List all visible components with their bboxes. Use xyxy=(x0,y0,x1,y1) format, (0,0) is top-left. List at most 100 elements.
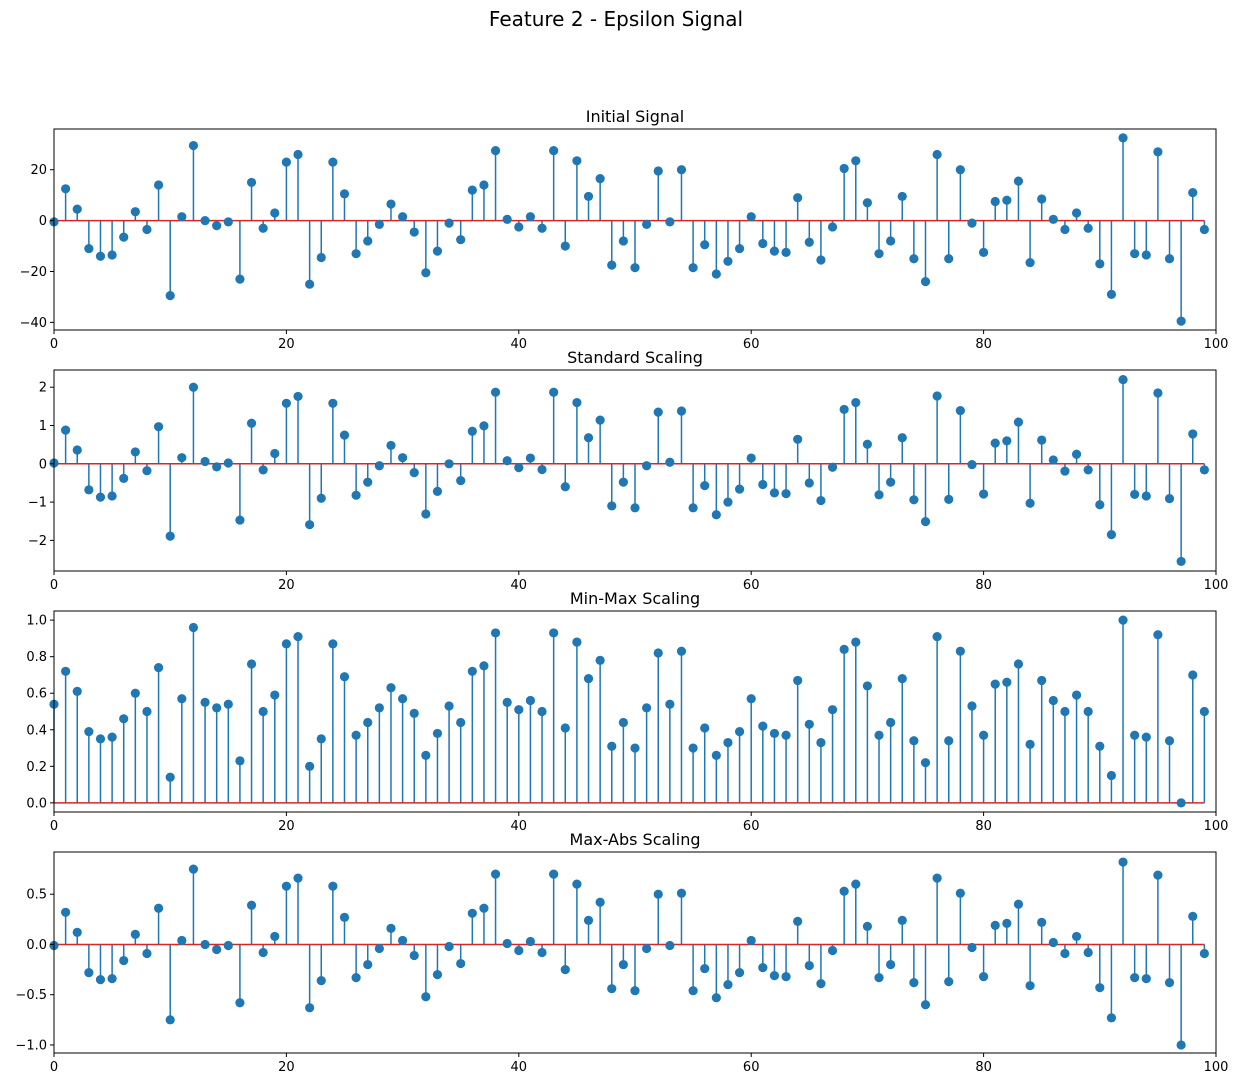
stem-marker xyxy=(1153,388,1163,398)
stem-marker xyxy=(897,915,907,925)
stem-marker xyxy=(827,222,838,232)
stem-marker xyxy=(525,936,536,947)
stem-marker xyxy=(61,907,71,917)
stem-marker xyxy=(432,246,443,256)
stem-marker xyxy=(595,655,605,665)
stem-marker xyxy=(816,495,826,506)
stem-marker xyxy=(804,719,814,729)
stem-marker xyxy=(514,463,524,473)
stem-marker xyxy=(456,717,466,728)
stem-marker xyxy=(1188,188,1198,198)
stem-marker xyxy=(595,174,605,184)
x-tick-label: 40 xyxy=(511,1060,528,1075)
x-tick-label: 0 xyxy=(50,578,58,593)
stem-marker xyxy=(223,458,233,468)
stem-marker xyxy=(525,695,536,706)
stem-marker xyxy=(1071,690,1082,700)
stem-marker xyxy=(909,254,919,264)
stem-marker xyxy=(1141,250,1151,260)
stem-marker xyxy=(409,468,419,478)
stem-marker xyxy=(1071,208,1082,218)
x-tick-label: 60 xyxy=(743,819,760,834)
stem-marker xyxy=(549,387,559,397)
stem-marker xyxy=(339,672,350,682)
stem-marker xyxy=(374,703,384,713)
stem-marker xyxy=(142,706,152,717)
stem-marker xyxy=(351,973,361,983)
stem-marker xyxy=(793,916,803,926)
stem-marker xyxy=(549,628,559,638)
stem-marker xyxy=(793,675,803,686)
stem-marker xyxy=(1025,498,1035,508)
stem-marker xyxy=(874,249,884,259)
stem-marker xyxy=(851,879,861,889)
y-tick-label: 0 xyxy=(39,457,47,472)
stem-marker xyxy=(979,247,989,257)
stem-marker xyxy=(723,980,733,990)
stem-marker xyxy=(537,223,547,233)
stem-marker xyxy=(281,639,291,649)
panel-title: Min-Max Scaling xyxy=(570,589,700,608)
stem-marker xyxy=(932,631,942,642)
stem-marker xyxy=(444,459,454,469)
stem-marker xyxy=(572,879,582,889)
stem-marker xyxy=(932,391,942,401)
stem-marker xyxy=(990,679,1000,689)
stem-marker xyxy=(920,758,931,768)
stem-marker xyxy=(688,263,698,273)
stem-marker xyxy=(363,717,373,728)
stem-marker xyxy=(711,269,721,279)
stem-marker xyxy=(862,439,873,449)
stem-marker xyxy=(142,466,152,476)
stem-marker xyxy=(153,903,164,913)
stem-marker xyxy=(862,921,873,931)
stem-marker xyxy=(502,938,512,949)
stem-marker xyxy=(177,212,187,222)
stem-marker xyxy=(1106,1013,1117,1023)
stem-panel-1: Standard Scaling 0 20 40 60 80 100 −2 −1 0 1 2 xyxy=(28,348,1229,593)
stem-marker xyxy=(1013,899,1024,909)
x-tick-label: 100 xyxy=(1204,1060,1229,1075)
y-tick-label: 0.5 xyxy=(26,888,47,903)
stem-marker xyxy=(1164,736,1175,746)
stem-marker xyxy=(642,703,652,713)
stem-marker xyxy=(700,240,710,250)
stem-marker xyxy=(525,453,536,463)
stem-marker xyxy=(1118,374,1128,385)
stem-marker xyxy=(398,212,408,222)
stem-marker xyxy=(607,741,617,751)
stem-marker xyxy=(1037,194,1047,204)
stem-marker xyxy=(1153,630,1163,640)
stem-marker xyxy=(746,694,756,704)
stem-marker xyxy=(955,405,965,416)
axes-frame xyxy=(53,851,1217,1054)
stem-marker xyxy=(676,406,687,416)
stem-marker xyxy=(1130,730,1140,740)
stem-marker xyxy=(95,492,106,502)
stem-marker xyxy=(1106,530,1117,540)
x-tick-label: 80 xyxy=(975,819,992,834)
stem-marker xyxy=(583,674,594,684)
stem-marker xyxy=(153,663,164,673)
stem-marker xyxy=(107,250,117,260)
stem-marker xyxy=(1013,659,1024,669)
x-tick-label: 20 xyxy=(278,578,295,593)
stem-marker xyxy=(979,489,989,499)
stem-marker xyxy=(1106,770,1117,781)
stem-marker xyxy=(642,943,652,954)
stem-marker xyxy=(328,639,338,649)
stem-marker xyxy=(1095,259,1105,269)
stem-marker xyxy=(246,659,257,669)
stem-marker xyxy=(1176,556,1186,567)
stem-marker xyxy=(1002,677,1012,687)
stem-marker xyxy=(816,737,826,748)
stem-marker xyxy=(258,223,268,233)
stem-marker xyxy=(851,397,861,408)
stem-marker xyxy=(258,947,268,958)
stem-marker xyxy=(119,714,129,724)
stem-marker xyxy=(549,146,559,156)
stem-marker xyxy=(1071,449,1082,459)
stem-marker xyxy=(1048,937,1058,948)
stem-marker xyxy=(1037,675,1047,686)
stem-marker xyxy=(711,993,721,1003)
